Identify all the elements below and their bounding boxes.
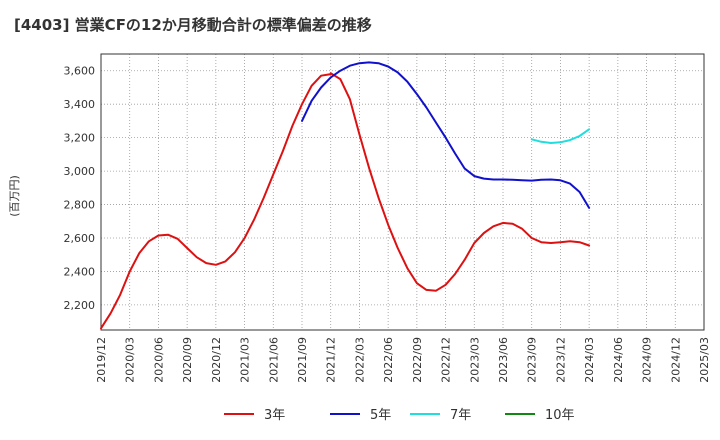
y-tick-label: 2,200 — [64, 299, 96, 312]
legend-label: 10年 — [545, 408, 575, 423]
x-tick-label: 2024/03 — [583, 337, 596, 383]
x-tick-label: 2019/12 — [95, 337, 108, 383]
axis-layer: 2,200 2,400 2,600 2,800 3,000 3,200 3,400 3,600… — [64, 65, 712, 383]
chart-title: [4403] 営業CFの12か月移動合計の標準偏差の推移 — [14, 16, 372, 34]
y-tick-label: 3,600 — [64, 65, 96, 78]
x-tick-label: 2021/06 — [267, 337, 280, 383]
x-tick-label: 2024/12 — [669, 337, 682, 383]
plot-background — [101, 54, 704, 330]
y-tick-label: 2,800 — [64, 199, 96, 212]
x-tick-label: 2023/03 — [468, 337, 481, 383]
series-line-7年 — [530, 128, 591, 144]
x-tick-label: 2021/09 — [296, 337, 309, 383]
y-tick-label: 3,200 — [64, 132, 96, 145]
y-tick-label: 2,600 — [64, 232, 96, 245]
legend-label: 7年 — [450, 408, 471, 423]
x-tick-label: 2021/03 — [239, 337, 252, 383]
grid-layer — [100, 54, 705, 330]
y-tick-label: 3,400 — [64, 98, 96, 111]
series-layer — [100, 61, 591, 330]
series-line-3年 — [100, 72, 591, 330]
plot-border — [100, 53, 705, 331]
x-tick-label: 2020/12 — [210, 337, 223, 383]
x-tick-label: 2020/03 — [124, 337, 137, 383]
y-tick-label: 2,400 — [64, 265, 96, 278]
x-tick-label: 2023/09 — [526, 337, 539, 383]
x-tick-label: 2025/03 — [698, 337, 711, 383]
series-line-5年 — [301, 61, 591, 209]
x-tick-label: 2023/06 — [497, 337, 510, 383]
y-axis-label: (百万円) — [8, 175, 21, 217]
x-tick-label: 2021/12 — [325, 337, 338, 383]
legend-label: 3年 — [264, 408, 285, 423]
x-tick-label: 2024/09 — [641, 337, 654, 383]
x-tick-label: 2023/12 — [554, 337, 567, 383]
x-tick-label: 2022/06 — [382, 337, 395, 383]
y-tick-label: 3,000 — [64, 165, 96, 178]
x-tick-label: 2022/03 — [353, 337, 366, 383]
x-tick-label: 2024/06 — [612, 337, 625, 383]
x-tick-label: 2020/06 — [152, 337, 165, 383]
x-tick-label: 2022/09 — [411, 337, 424, 383]
x-tick-label: 2020/09 — [181, 337, 194, 383]
x-tick-label: 2022/12 — [440, 337, 453, 383]
legend: 3年 5年 7年 10年 — [224, 408, 575, 423]
legend-label: 5年 — [370, 408, 391, 423]
